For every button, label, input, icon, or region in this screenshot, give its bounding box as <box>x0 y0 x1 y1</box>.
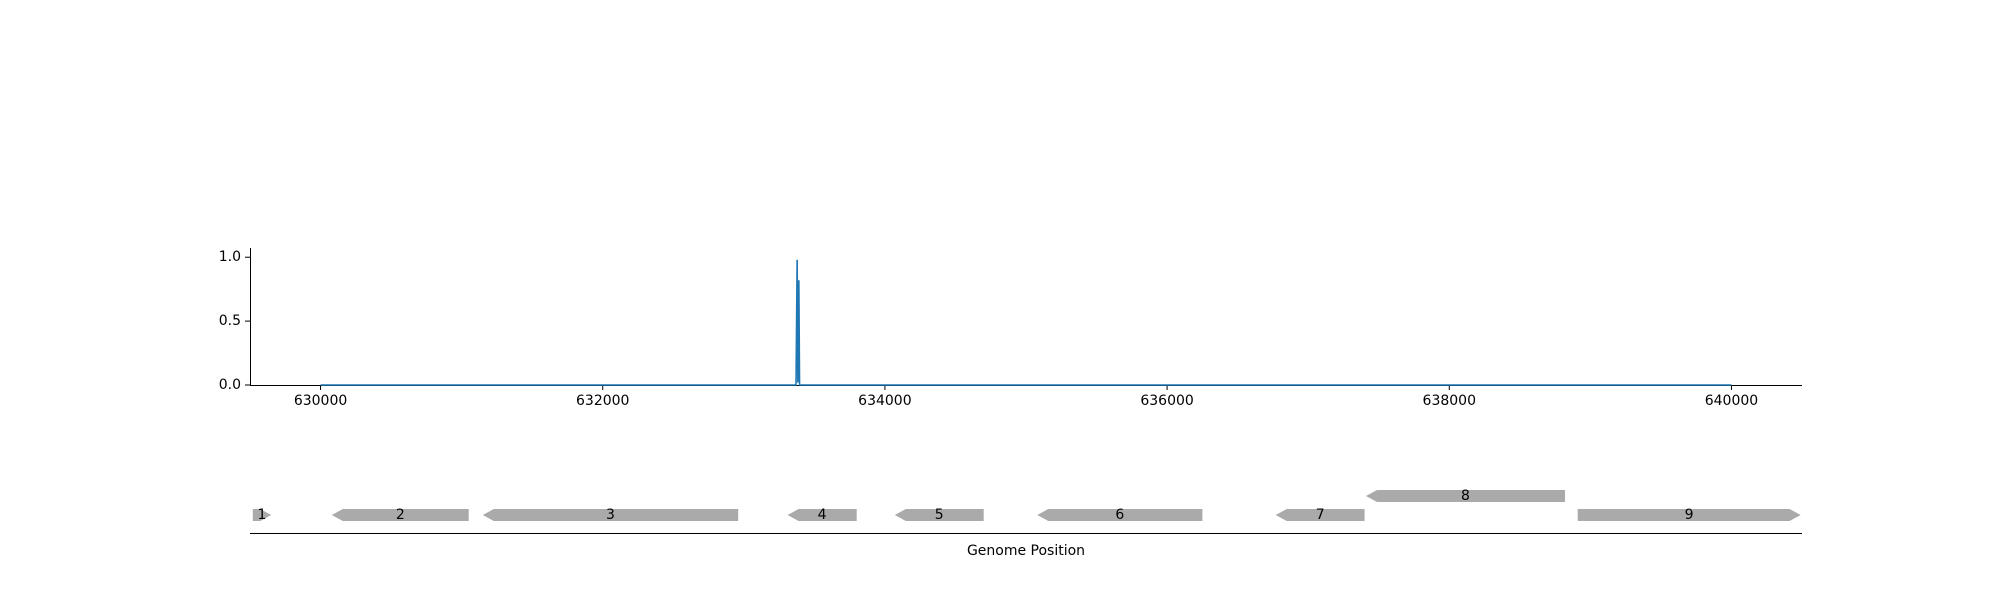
gene-label-6: 6 <box>1115 507 1124 523</box>
gene-arrow-2 <box>331 509 469 521</box>
x-tick-label: 636000 <box>1140 393 1193 409</box>
gene-label-9: 9 <box>1685 507 1694 523</box>
gene-arrow-4 <box>787 509 857 521</box>
gene-arrow-5 <box>894 509 984 521</box>
x-tick-label: 632000 <box>576 393 629 409</box>
gene-arrow-1 <box>252 509 272 521</box>
x-tick-label: 634000 <box>858 393 911 409</box>
y-tick-label: 0.0 <box>219 377 241 393</box>
x-tick-label: 640000 <box>1705 393 1758 409</box>
x-tick-label: 630000 <box>294 393 347 409</box>
gene-arrow-8 <box>1366 490 1565 502</box>
gene-label-3: 3 <box>606 507 615 523</box>
gene-track-xlabel: Genome Position <box>967 543 1085 559</box>
gene-label-2: 2 <box>396 507 405 523</box>
y-tick-label: 1.0 <box>219 249 241 265</box>
coverage-series-line <box>320 259 1732 386</box>
gene-label-1: 1 <box>258 507 267 523</box>
x-ticks: 630000 632000 634000 636000 638000 640000 <box>294 385 1758 409</box>
gene-arrows: 1 2 3 4 5 6 7 8 9 <box>252 488 1801 523</box>
gene-arrow-9 <box>1577 509 1801 521</box>
gene-label-8: 8 <box>1461 488 1470 504</box>
gene-track: 1 2 3 4 5 6 7 8 9 Genome Position <box>250 488 1802 559</box>
coverage-plot: 0.0 0.5 1.0 630000 632000 634000 636000 638000… <box>219 248 1802 409</box>
gene-arrow-7 <box>1275 509 1365 521</box>
y-tick-label: 0.5 <box>219 313 241 329</box>
gene-label-4: 4 <box>818 507 827 523</box>
gene-label-7: 7 <box>1316 507 1325 523</box>
gene-arrow-3 <box>482 509 739 521</box>
gene-arrow-6 <box>1037 509 1203 521</box>
x-tick-label: 638000 <box>1423 393 1476 409</box>
gene-label-5: 5 <box>935 507 944 523</box>
y-ticks: 0.0 0.5 1.0 <box>219 249 250 393</box>
